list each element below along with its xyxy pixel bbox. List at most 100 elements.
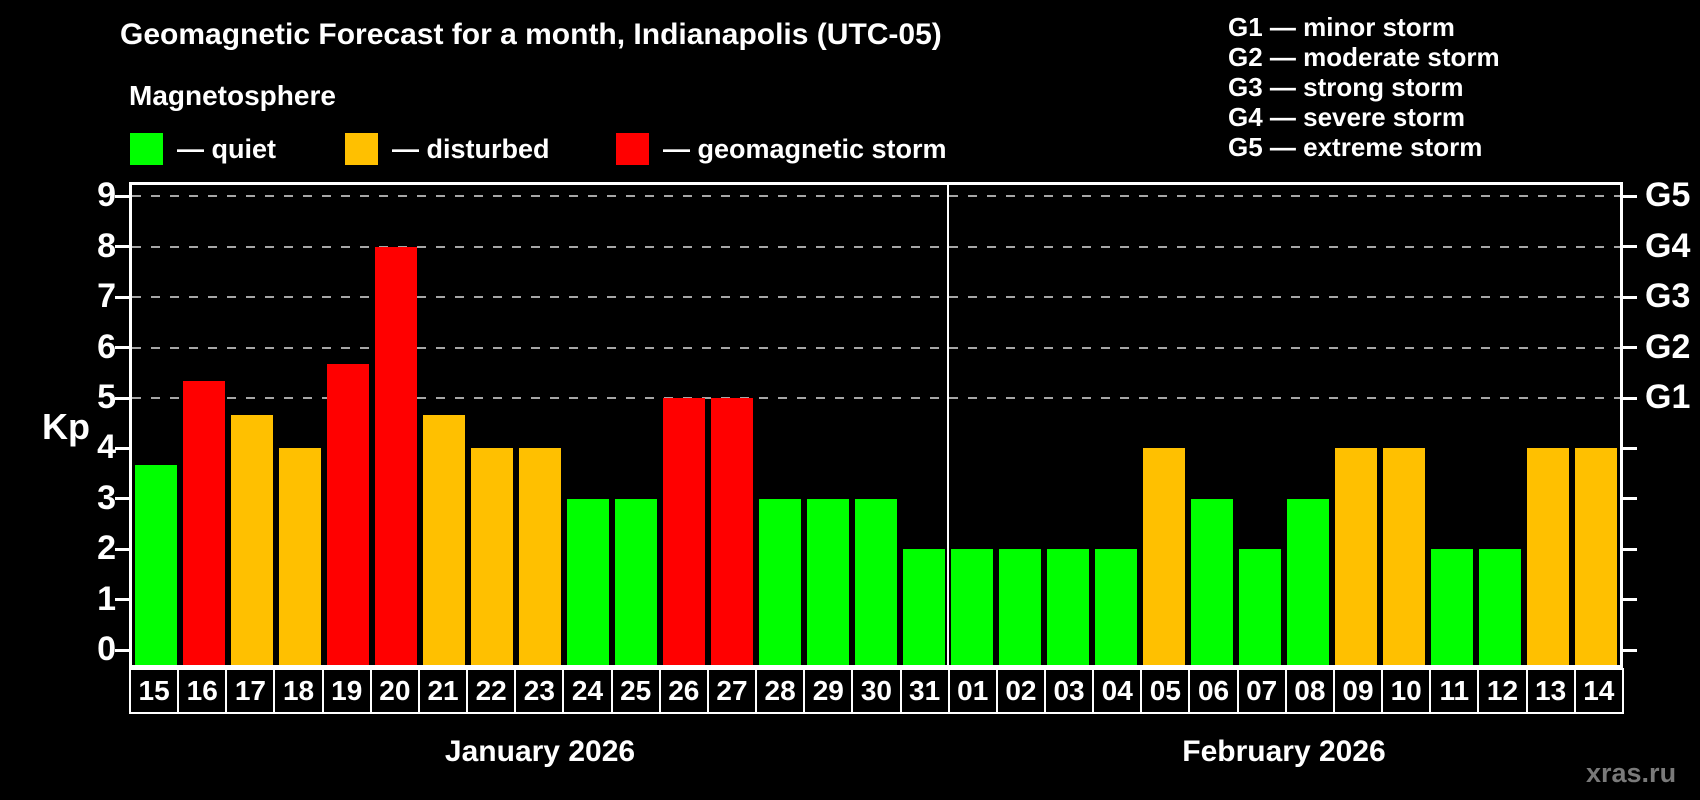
kp-bar bbox=[663, 398, 705, 665]
legend-label-storm: — geomagnetic storm bbox=[663, 133, 947, 164]
day-label-box: 19 bbox=[321, 668, 372, 714]
day-label-box: 16 bbox=[177, 668, 228, 714]
legend-label-quiet: — quiet bbox=[177, 133, 276, 164]
y-tick-label-0: 0 bbox=[97, 630, 116, 668]
kp-bar bbox=[711, 398, 753, 665]
x-axis-day-row: 15 16 17 18 19 20 21 22 23 24 25 26 27 28 29 30 31 01 02 03… bbox=[129, 668, 1624, 714]
right-axis-label-G3: G3 bbox=[1645, 277, 1691, 316]
day-label-box: 02 bbox=[995, 668, 1046, 714]
kp-bar bbox=[951, 549, 993, 665]
kp-bar bbox=[135, 465, 177, 665]
y-axis-title: Kp bbox=[42, 406, 90, 447]
day-label-box: 14 bbox=[1573, 668, 1624, 714]
y-tick-right bbox=[1623, 547, 1637, 551]
storm-scale-item: G5 — extreme storm bbox=[1228, 132, 1483, 162]
right-axis-label-G2: G2 bbox=[1645, 327, 1691, 366]
kp-bar bbox=[1431, 549, 1473, 665]
kp-bar bbox=[1287, 498, 1329, 665]
kp-bar bbox=[519, 448, 561, 665]
storm-scale-item: G4 — severe storm bbox=[1228, 102, 1466, 132]
day-label-box: 21 bbox=[417, 668, 469, 714]
kp-bar bbox=[1191, 498, 1233, 665]
kp-bar bbox=[855, 498, 897, 665]
y-tick-left bbox=[115, 194, 129, 198]
day-label-box: 31 bbox=[899, 668, 950, 714]
kp-bar bbox=[903, 549, 945, 665]
month-label: January 2026 bbox=[444, 735, 636, 768]
y-tick-label-5: 5 bbox=[97, 378, 116, 416]
plot-area bbox=[129, 182, 1623, 668]
y-tick-right bbox=[1623, 346, 1637, 350]
y-tick-right bbox=[1623, 648, 1637, 652]
y-tick-left bbox=[115, 648, 129, 652]
right-axis-label-G1: G1 bbox=[1645, 378, 1691, 416]
day-label-box: 12 bbox=[1477, 668, 1528, 714]
kp-bar bbox=[279, 448, 321, 665]
y-tick-label-4: 4 bbox=[97, 428, 116, 467]
kp-bar bbox=[759, 498, 801, 665]
y-tick-left bbox=[115, 497, 129, 501]
day-label-box: 01 bbox=[947, 668, 998, 714]
storm-scale-legend: G1 — minor storm G2 — moderate storm G3 — … bbox=[1228, 12, 1500, 162]
gridline-kp9 bbox=[132, 195, 1620, 198]
kp-bar bbox=[1383, 448, 1425, 665]
day-label-box: 26 bbox=[658, 668, 709, 714]
kp-bar bbox=[1479, 549, 1521, 665]
gridline-kp5 bbox=[132, 397, 1620, 399]
day-label-box: 06 bbox=[1188, 668, 1239, 714]
right-axis-label-G4: G4 bbox=[1645, 226, 1691, 265]
day-label-box: 11 bbox=[1429, 668, 1480, 714]
y-tick-left bbox=[115, 598, 129, 602]
day-label-box: 07 bbox=[1236, 668, 1287, 714]
y-tick-left bbox=[115, 446, 129, 450]
kp-bar bbox=[1527, 448, 1569, 665]
day-label-box: 05 bbox=[1140, 668, 1191, 714]
kp-bar bbox=[327, 364, 369, 665]
storm-scale-item: G1 — minor storm bbox=[1228, 12, 1455, 42]
kp-bar bbox=[1047, 549, 1089, 665]
day-label-box: 27 bbox=[706, 668, 758, 714]
legend-swatch-quiet bbox=[130, 133, 163, 165]
y-tick-right bbox=[1623, 396, 1637, 400]
y-tick-right bbox=[1623, 295, 1637, 299]
day-label-box: 15 bbox=[129, 668, 180, 714]
kp-bar bbox=[1575, 448, 1617, 665]
kp-bar bbox=[375, 246, 417, 665]
day-label-box: 03 bbox=[1043, 668, 1095, 714]
y-tick-right bbox=[1623, 245, 1637, 249]
gridline-kp7 bbox=[132, 296, 1620, 299]
day-label-box: 22 bbox=[466, 668, 517, 714]
day-label-box: 30 bbox=[851, 668, 902, 714]
y-tick-label-2: 2 bbox=[97, 529, 116, 568]
kp-bar bbox=[999, 549, 1041, 665]
legend-item-disturbed: — disturbed bbox=[345, 131, 550, 167]
legend-item-storm: — geomagnetic storm bbox=[616, 131, 947, 167]
day-label-box: 08 bbox=[1284, 668, 1335, 714]
y-tick-right bbox=[1623, 446, 1637, 450]
month-divider bbox=[947, 185, 949, 665]
y-tick-label-1: 1 bbox=[97, 579, 116, 618]
storm-scale-item: G2 — moderate storm bbox=[1228, 42, 1500, 72]
y-tick-left bbox=[115, 547, 129, 551]
kp-bar bbox=[615, 498, 657, 665]
kp-bar bbox=[231, 414, 273, 665]
kp-bar bbox=[807, 498, 849, 665]
y-tick-left bbox=[115, 396, 129, 400]
legend-label-disturbed: — disturbed bbox=[392, 133, 550, 164]
y-tick-right bbox=[1623, 598, 1637, 602]
legend-swatch-disturbed bbox=[345, 133, 378, 165]
y-tick-label-9: 9 bbox=[97, 176, 116, 215]
month-label: February 2026 bbox=[1182, 735, 1386, 768]
y-tick-right bbox=[1623, 194, 1637, 198]
kp-bar bbox=[1335, 448, 1377, 665]
y-tick-right bbox=[1623, 497, 1637, 501]
day-label-box: 17 bbox=[225, 668, 276, 714]
y-tick-left bbox=[115, 346, 129, 350]
kp-bar bbox=[567, 498, 609, 665]
day-label-box: 20 bbox=[369, 668, 420, 714]
chart-subtitle: Magnetosphere bbox=[129, 80, 336, 111]
kp-bar bbox=[1095, 549, 1137, 665]
gridline-kp6 bbox=[132, 346, 1620, 349]
chart-title: Geomagnetic Forecast for a month, Indian… bbox=[120, 18, 942, 51]
